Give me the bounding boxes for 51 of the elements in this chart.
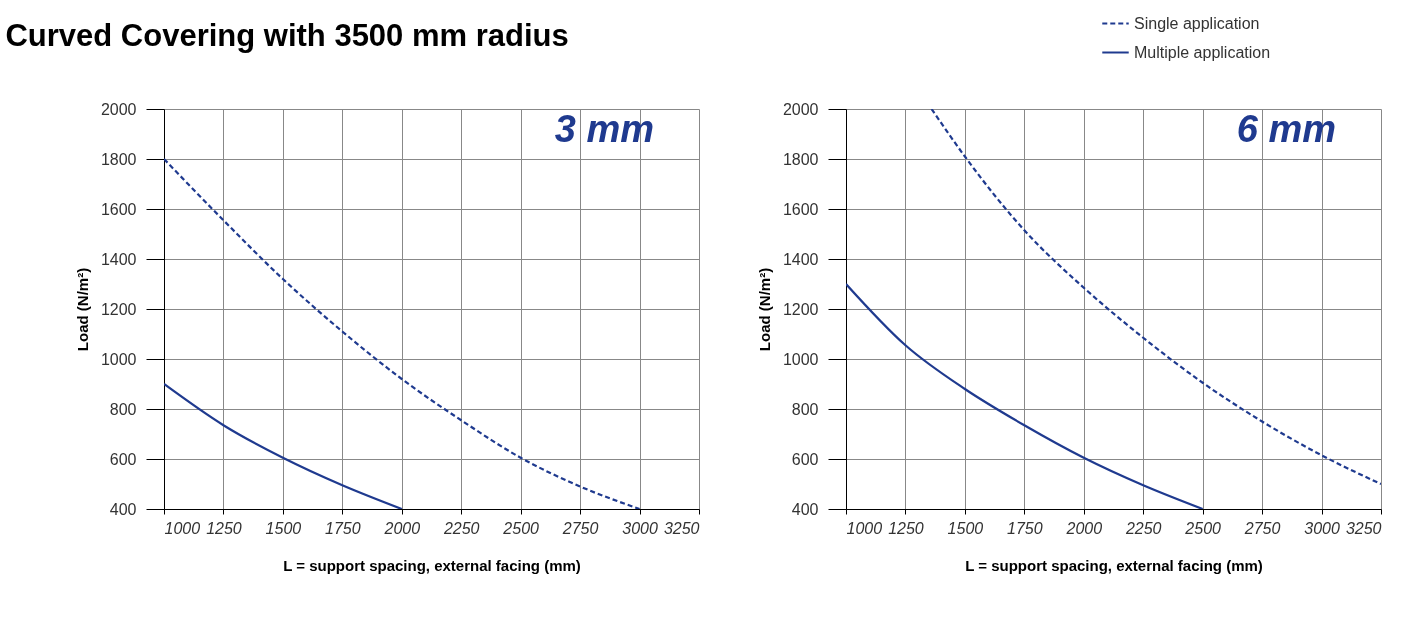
x-axis-title: L = support spacing, external facing (mm) <box>283 556 581 574</box>
y-axis-title: Load (N/m²) <box>73 267 91 352</box>
y-tick-label: 600 <box>109 450 137 468</box>
x-tick-label: 3250 <box>1345 519 1382 537</box>
x-tick-label: 1500 <box>947 519 984 537</box>
y-tick-label: 1200 <box>100 300 137 318</box>
x-tick-label: 3000 <box>622 519 658 537</box>
x-tick-label: 2750 <box>561 519 599 537</box>
x-tick-label: 1750 <box>1007 519 1043 537</box>
y-tick-label: 2000 <box>100 100 137 118</box>
y-tick-label: 1800 <box>782 150 819 168</box>
x-tick-label: 1000 <box>846 519 883 537</box>
x-tick-label: 2000 <box>1065 519 1103 537</box>
legend-label: Multiple application <box>1134 43 1271 61</box>
x-tick-label: 2250 <box>442 519 480 537</box>
legend-label: Single application <box>1134 14 1260 32</box>
x-tick-label: 2750 <box>1243 519 1281 537</box>
y-tick-label: 1000 <box>100 350 137 368</box>
x-tick-label: 1500 <box>265 519 302 537</box>
x-tick-label: 3000 <box>1304 519 1340 537</box>
x-tick-label: 1000 <box>164 519 201 537</box>
line-series <box>846 282 1204 509</box>
y-tick-label: 600 <box>791 450 819 468</box>
x-tick-label: 2250 <box>1124 519 1162 537</box>
x-tick-label: 2000 <box>383 519 421 537</box>
x-tick-label: 1250 <box>206 519 242 537</box>
x-axis-title: L = support spacing, external facing (mm) <box>965 556 1263 574</box>
y-tick-label: 800 <box>109 400 137 418</box>
y-tick-label: 1000 <box>782 350 819 368</box>
x-tick-label: 2500 <box>1184 519 1222 537</box>
annotation: 6 mm <box>1236 108 1336 150</box>
x-tick-label: 3250 <box>663 519 700 537</box>
annotation: 3 mm <box>554 108 654 150</box>
y-tick-label: 1800 <box>100 150 137 168</box>
chart-title: Curved Covering with 3500 mm radius <box>5 18 569 53</box>
line-series <box>930 109 1381 486</box>
y-tick-label: 800 <box>791 400 819 418</box>
y-tick-label: 400 <box>109 500 137 518</box>
y-tick-label: 2000 <box>782 100 819 118</box>
y-tick-label: 1200 <box>782 300 819 318</box>
x-tick-label: 2500 <box>502 519 540 537</box>
y-tick-label: 1400 <box>782 250 819 268</box>
x-tick-label: 1250 <box>888 519 924 537</box>
y-tick-label: 1400 <box>100 250 137 268</box>
y-tick-label: 400 <box>791 500 819 518</box>
line-series <box>164 157 641 509</box>
y-tick-label: 1600 <box>782 200 819 218</box>
line-series <box>164 382 403 509</box>
y-tick-label: 1600 <box>100 200 137 218</box>
x-tick-label: 1750 <box>325 519 361 537</box>
y-axis-title: Load (N/m²) <box>755 267 773 352</box>
